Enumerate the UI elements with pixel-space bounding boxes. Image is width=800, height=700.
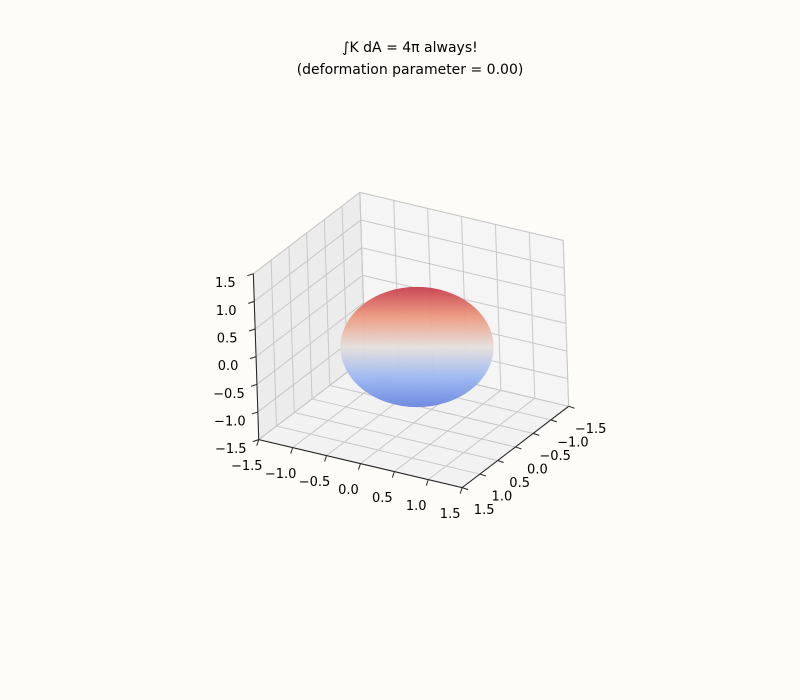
tick-mark <box>249 356 257 360</box>
tick-mark <box>461 487 469 491</box>
y-tick-label: −1.5 <box>575 422 607 437</box>
y-tick-label: 1.0 <box>492 490 513 505</box>
tick-mark <box>459 487 463 494</box>
tick-mark <box>479 473 487 477</box>
x-tick-label: 1.5 <box>440 507 461 522</box>
grid-line <box>254 247 362 330</box>
x-axis-line <box>258 439 463 489</box>
z-tick-label: 1.5 <box>215 276 236 291</box>
tick-mark <box>247 273 254 277</box>
tick-mark <box>391 471 395 478</box>
y-tick-label: −1.0 <box>557 435 589 450</box>
grid-line <box>256 302 364 385</box>
grid-line <box>329 384 534 434</box>
x-tick-label: 0.5 <box>372 491 393 506</box>
z-tick-label: 1.0 <box>216 304 237 319</box>
y-tick-label: 0.0 <box>527 462 548 477</box>
y-tick-label: 0.5 <box>509 476 530 491</box>
tick-mark <box>568 405 575 409</box>
grid-line <box>294 412 498 461</box>
grid-line <box>359 191 564 241</box>
x-tick-label: −1.5 <box>231 459 263 474</box>
y-axis-line <box>461 405 569 488</box>
grid-line <box>253 219 362 302</box>
tick-mark <box>290 447 294 454</box>
chart-title: ∫K dA = 4π always! <box>342 40 478 56</box>
y-tick-label: 1.5 <box>474 503 495 518</box>
grid-line <box>362 274 567 324</box>
z-tick-label: −1.5 <box>215 442 247 457</box>
z-tick-label: −1.0 <box>214 414 246 429</box>
tick-mark <box>532 432 540 436</box>
chart-subtitle: (deformation parameter = 0.00) <box>297 62 524 78</box>
tick-mark <box>252 439 259 443</box>
grid-line <box>276 425 481 475</box>
z-tick-label: −0.5 <box>213 387 245 402</box>
tick-mark <box>324 455 328 462</box>
tick-mark <box>357 463 361 470</box>
x-tick-label: −0.5 <box>299 475 331 490</box>
grid-line <box>255 274 363 358</box>
sphere-surface <box>340 286 494 408</box>
z-tick-label: 0.5 <box>217 332 238 347</box>
tick-mark <box>248 328 256 332</box>
tick-mark <box>425 479 429 486</box>
tick-mark <box>251 411 259 415</box>
tick-mark <box>248 300 255 304</box>
tick-mark <box>250 383 258 387</box>
grid-line <box>360 219 565 269</box>
x-tick-label: −1.0 <box>265 467 297 482</box>
tick-mark <box>515 446 522 450</box>
tick-mark <box>256 439 260 446</box>
grid-line <box>311 398 516 448</box>
z-axis-line <box>252 273 260 440</box>
tick-mark <box>550 419 558 423</box>
x-tick-label: 0.0 <box>338 483 359 498</box>
z-tick-label: 0.0 <box>218 359 239 374</box>
y-tick-label: −0.5 <box>539 449 571 464</box>
grid-line <box>253 192 361 275</box>
grid-line <box>361 247 566 297</box>
x-tick-label: 1.0 <box>406 499 427 514</box>
tick-mark <box>497 460 504 463</box>
